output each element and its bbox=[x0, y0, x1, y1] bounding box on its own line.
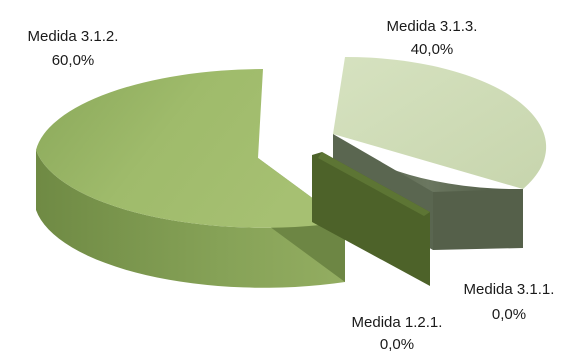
label-medida-1-2-1-name: Medida 1.2.1. bbox=[352, 314, 443, 331]
slice-medida-3-1-3-rim bbox=[433, 189, 523, 250]
label-medida-3-1-1-value: 0,0% bbox=[492, 306, 526, 323]
label-medida-3-1-3-name: Medida 3.1.3. bbox=[387, 18, 478, 35]
label-medida-3-1-2-name: Medida 3.1.2. bbox=[28, 28, 119, 45]
slice-medida-1-2-1 bbox=[312, 152, 430, 286]
label-medida-3-1-3-value: 40,0% bbox=[411, 41, 454, 58]
label-medida-3-1-2-value: 60,0% bbox=[52, 52, 95, 69]
slice-medida-3-1-2 bbox=[36, 69, 345, 288]
slice-medida-3-1-2-side bbox=[36, 150, 345, 288]
slice-medida-3-1-3-top bbox=[333, 56, 547, 190]
label-medida-3-1-1-name: Medida 3.1.1. bbox=[464, 281, 555, 298]
label-medida-1-2-1-value: 0,0% bbox=[380, 336, 414, 351]
slice-medida-3-1-2-top bbox=[36, 69, 345, 228]
slice-medida-3-1-1 bbox=[318, 152, 430, 216]
